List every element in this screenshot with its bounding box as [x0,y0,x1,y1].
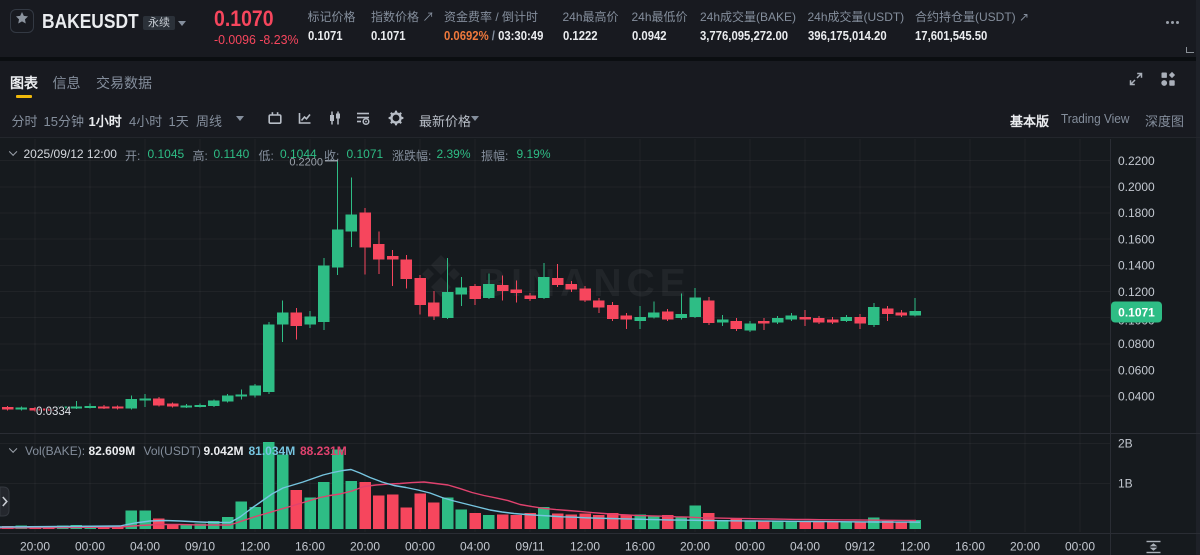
svg-text:12:00: 12:00 [240,540,270,554]
svg-text:16:00: 16:00 [625,540,655,554]
svg-text:00:00: 00:00 [735,540,765,554]
svg-text:0.0600: 0.0600 [1118,363,1155,377]
svg-text:09/10: 09/10 [185,540,215,554]
svg-text:04:00: 04:00 [790,540,820,554]
svg-text:00:00: 00:00 [75,540,105,554]
svg-text:0.0800: 0.0800 [1118,337,1155,351]
svg-text:0.0334: 0.0334 [36,406,72,418]
svg-text:20:00: 20:00 [680,540,710,554]
svg-text:09/11: 09/11 [515,540,544,554]
svg-text:0.1071: 0.1071 [1118,305,1155,319]
svg-text:00:00: 00:00 [1065,540,1095,554]
svg-text:0.2200: 0.2200 [289,157,323,169]
svg-text:0.2200: 0.2200 [1118,154,1155,168]
svg-text:20:00: 20:00 [20,540,50,554]
svg-text:0.0400: 0.0400 [1118,389,1155,403]
svg-text:12:00: 12:00 [900,540,930,554]
svg-text:16:00: 16:00 [955,540,985,554]
svg-text:16:00: 16:00 [295,540,325,554]
svg-text:09/12: 09/12 [845,540,875,554]
svg-text:12:00: 12:00 [570,540,600,554]
svg-text:2B: 2B [1118,437,1133,451]
svg-text:00:00: 00:00 [405,540,435,554]
svg-text:04:00: 04:00 [460,540,490,554]
svg-text:0.1200: 0.1200 [1118,285,1155,299]
svg-text:0.2000: 0.2000 [1118,180,1155,194]
svg-text:04:00: 04:00 [130,540,160,554]
svg-text:1B: 1B [1118,477,1133,491]
svg-text:0.1400: 0.1400 [1118,259,1155,273]
svg-text:20:00: 20:00 [350,540,380,554]
svg-text:0.1800: 0.1800 [1118,206,1155,220]
svg-text:0.1600: 0.1600 [1118,232,1155,246]
svg-text:20:00: 20:00 [1010,540,1040,554]
